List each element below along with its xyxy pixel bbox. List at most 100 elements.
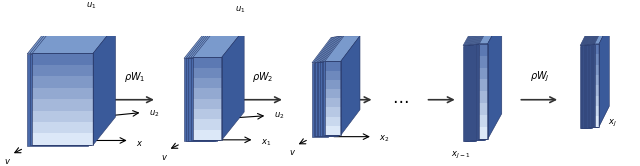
Text: $\cdots$: $\cdots$ (392, 91, 408, 109)
Polygon shape (323, 61, 339, 135)
Polygon shape (586, 25, 596, 128)
Polygon shape (320, 62, 336, 136)
Polygon shape (321, 36, 357, 62)
Polygon shape (598, 24, 608, 127)
Polygon shape (592, 24, 607, 44)
Polygon shape (595, 24, 609, 44)
Polygon shape (29, 54, 91, 145)
Polygon shape (591, 44, 595, 127)
Polygon shape (188, 30, 240, 58)
Text: $u_2$: $u_2$ (274, 110, 284, 121)
Polygon shape (317, 37, 352, 62)
Polygon shape (479, 68, 488, 80)
Polygon shape (315, 62, 332, 136)
Text: $u_2$: $u_2$ (149, 109, 159, 119)
Polygon shape (474, 44, 482, 140)
Polygon shape (593, 24, 603, 127)
Polygon shape (472, 20, 486, 141)
Polygon shape (32, 88, 93, 99)
Polygon shape (474, 20, 488, 141)
Polygon shape (321, 62, 338, 135)
Polygon shape (91, 26, 113, 145)
Polygon shape (332, 37, 351, 136)
Polygon shape (479, 127, 488, 139)
Polygon shape (467, 45, 475, 141)
Polygon shape (468, 45, 477, 140)
Polygon shape (478, 19, 492, 140)
Polygon shape (590, 25, 600, 128)
Polygon shape (472, 45, 480, 140)
Polygon shape (32, 65, 93, 76)
Polygon shape (324, 107, 340, 117)
Polygon shape (594, 24, 604, 127)
Polygon shape (324, 61, 340, 71)
Polygon shape (595, 65, 599, 75)
Polygon shape (586, 25, 596, 128)
Polygon shape (479, 103, 488, 115)
Polygon shape (591, 24, 605, 44)
Polygon shape (27, 26, 111, 54)
Polygon shape (212, 30, 236, 141)
Polygon shape (588, 25, 598, 128)
Polygon shape (93, 25, 116, 145)
Polygon shape (319, 62, 334, 136)
Polygon shape (32, 76, 93, 88)
Polygon shape (585, 25, 595, 128)
Polygon shape (585, 45, 589, 128)
Polygon shape (32, 99, 93, 111)
Polygon shape (589, 25, 600, 128)
Polygon shape (340, 36, 360, 135)
Polygon shape (598, 24, 609, 127)
Polygon shape (486, 18, 500, 139)
Polygon shape (476, 44, 484, 140)
Polygon shape (479, 56, 488, 68)
Polygon shape (468, 19, 492, 45)
Polygon shape (479, 80, 488, 91)
Polygon shape (582, 45, 586, 128)
Polygon shape (479, 19, 493, 140)
Polygon shape (319, 37, 354, 62)
Polygon shape (472, 19, 494, 45)
Polygon shape (580, 25, 595, 45)
Polygon shape (593, 24, 607, 44)
Polygon shape (193, 99, 222, 109)
Polygon shape (471, 45, 479, 140)
Polygon shape (594, 44, 598, 127)
Polygon shape (339, 36, 358, 135)
Polygon shape (470, 19, 492, 45)
Polygon shape (586, 24, 601, 45)
Polygon shape (488, 18, 502, 139)
Polygon shape (486, 18, 500, 139)
Polygon shape (484, 19, 498, 140)
Polygon shape (193, 78, 222, 88)
Text: $\rho W_2$: $\rho W_2$ (252, 70, 273, 84)
Polygon shape (479, 91, 488, 103)
Polygon shape (477, 18, 500, 44)
Polygon shape (193, 88, 222, 99)
Polygon shape (324, 126, 340, 135)
Polygon shape (32, 122, 93, 133)
Polygon shape (29, 26, 113, 54)
Text: $x_2$: $x_2$ (379, 134, 390, 144)
Polygon shape (476, 20, 490, 141)
Polygon shape (591, 24, 601, 128)
Polygon shape (592, 44, 596, 127)
Polygon shape (32, 111, 93, 122)
Polygon shape (479, 115, 488, 127)
Polygon shape (596, 24, 606, 127)
Polygon shape (599, 24, 609, 127)
Polygon shape (476, 19, 498, 44)
Polygon shape (222, 29, 244, 140)
Polygon shape (32, 25, 116, 53)
Polygon shape (590, 24, 605, 44)
Polygon shape (323, 36, 358, 61)
Polygon shape (589, 24, 604, 45)
Polygon shape (480, 19, 494, 140)
Polygon shape (27, 54, 88, 146)
Polygon shape (580, 45, 585, 128)
Polygon shape (588, 24, 603, 45)
Polygon shape (582, 25, 597, 45)
Polygon shape (324, 80, 340, 89)
Polygon shape (215, 30, 237, 141)
Polygon shape (595, 116, 599, 127)
